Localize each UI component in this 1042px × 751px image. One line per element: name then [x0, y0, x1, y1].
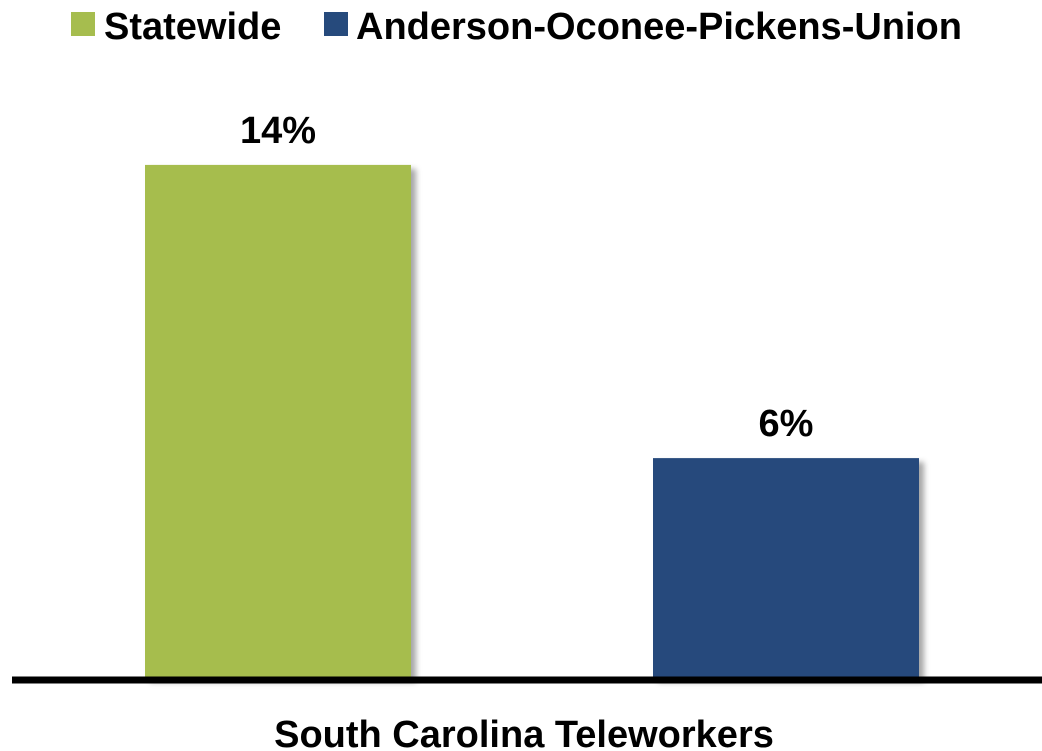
- x-axis-label: South Carolina Teleworkers: [274, 714, 774, 751]
- plot-area: 14% 6%: [145, 110, 919, 678]
- legend-swatch-statewide: [71, 12, 95, 36]
- data-label-anderson-oconee-pickens-union: 6%: [759, 403, 814, 445]
- legend-label-anderson-oconee-pickens-union: Anderson-Oconee-Pickens-Union: [356, 6, 962, 48]
- bar-anderson-oconee-pickens-union: [653, 458, 919, 678]
- legend-label-statewide: Statewide: [104, 6, 281, 48]
- data-label-statewide: 14%: [240, 110, 316, 152]
- legend: Statewide Anderson-Oconee-Pickens-Union: [71, 6, 962, 48]
- legend-swatch-anderson-oconee-pickens-union: [324, 12, 348, 36]
- bar-statewide: [145, 164, 411, 678]
